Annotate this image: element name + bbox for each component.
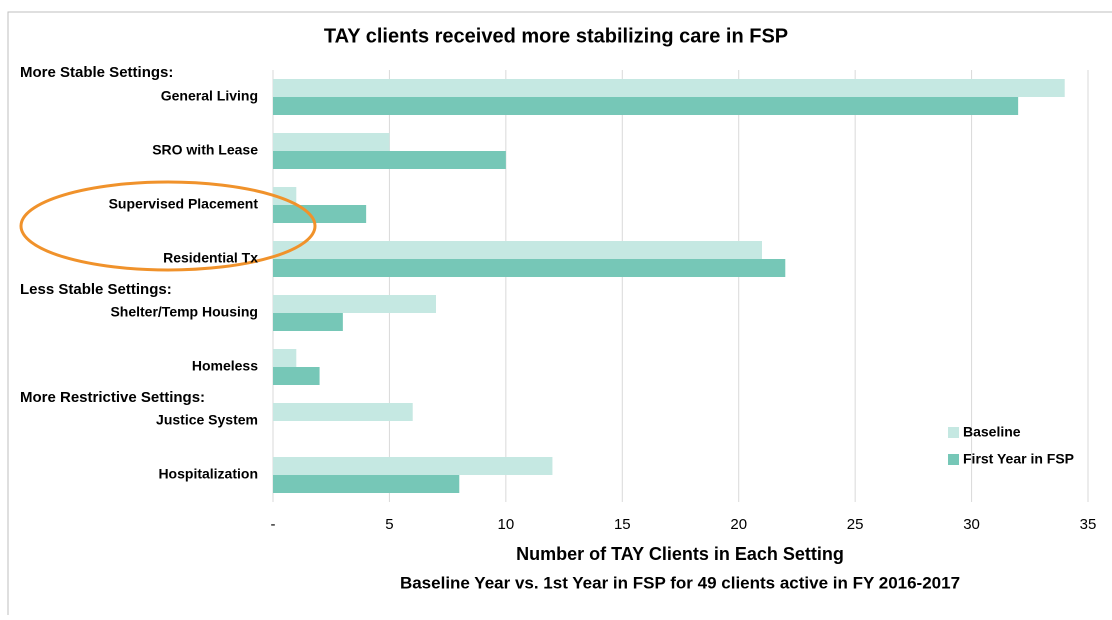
bar [273, 241, 762, 259]
group-label: Less Stable Settings: [20, 281, 172, 298]
bar [273, 205, 367, 223]
bar [273, 457, 553, 475]
x-tick-label: 25 [847, 516, 864, 533]
x-tick-label: 10 [498, 516, 515, 533]
y-tick-label: Shelter/Temp Housing [110, 304, 258, 320]
bar [273, 97, 1019, 115]
bar [273, 475, 460, 493]
legend-swatch [948, 427, 959, 438]
bar [273, 151, 506, 169]
y-tick-label: Hospitalization [158, 466, 258, 482]
x-axis-label: Number of TAY Clients in Each Setting [516, 544, 844, 564]
legend-label: Baseline [963, 424, 1021, 440]
legend-label: First Year in FSP [963, 451, 1074, 467]
y-tick-label: Homeless [192, 358, 258, 374]
bar [273, 367, 320, 385]
bar [273, 295, 436, 313]
x-tick-label: - [271, 516, 276, 533]
chart-title: TAY clients received more stabilizing ca… [324, 25, 788, 47]
x-tick-label: 30 [963, 516, 980, 533]
bar [273, 403, 413, 421]
bar [273, 313, 343, 331]
y-tick-label: SRO with Lease [152, 142, 258, 158]
y-tick-label: Residential Tx [163, 250, 258, 266]
group-label: More Restrictive Settings: [20, 389, 205, 406]
x-tick-label: 20 [730, 516, 747, 533]
bar [273, 349, 297, 367]
group-label: More Stable Settings: [20, 64, 173, 81]
bar [273, 259, 786, 277]
y-tick-label: Supervised Placement [109, 196, 259, 212]
legend-swatch [948, 454, 959, 465]
x-tick-label: 35 [1080, 516, 1097, 533]
y-tick-label: General Living [161, 88, 258, 104]
x-tick-label: 15 [614, 516, 631, 533]
bar [273, 79, 1065, 97]
bar [273, 133, 390, 151]
highlight-ellipse [19, 180, 317, 272]
y-tick-label: Justice System [156, 412, 258, 428]
x-tick-label: 5 [385, 516, 393, 533]
subtitle: Baseline Year vs. 1st Year in FSP for 49… [400, 573, 960, 592]
